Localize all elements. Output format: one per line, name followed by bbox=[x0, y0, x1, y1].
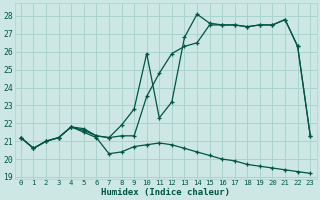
X-axis label: Humidex (Indice chaleur): Humidex (Indice chaleur) bbox=[101, 188, 230, 197]
